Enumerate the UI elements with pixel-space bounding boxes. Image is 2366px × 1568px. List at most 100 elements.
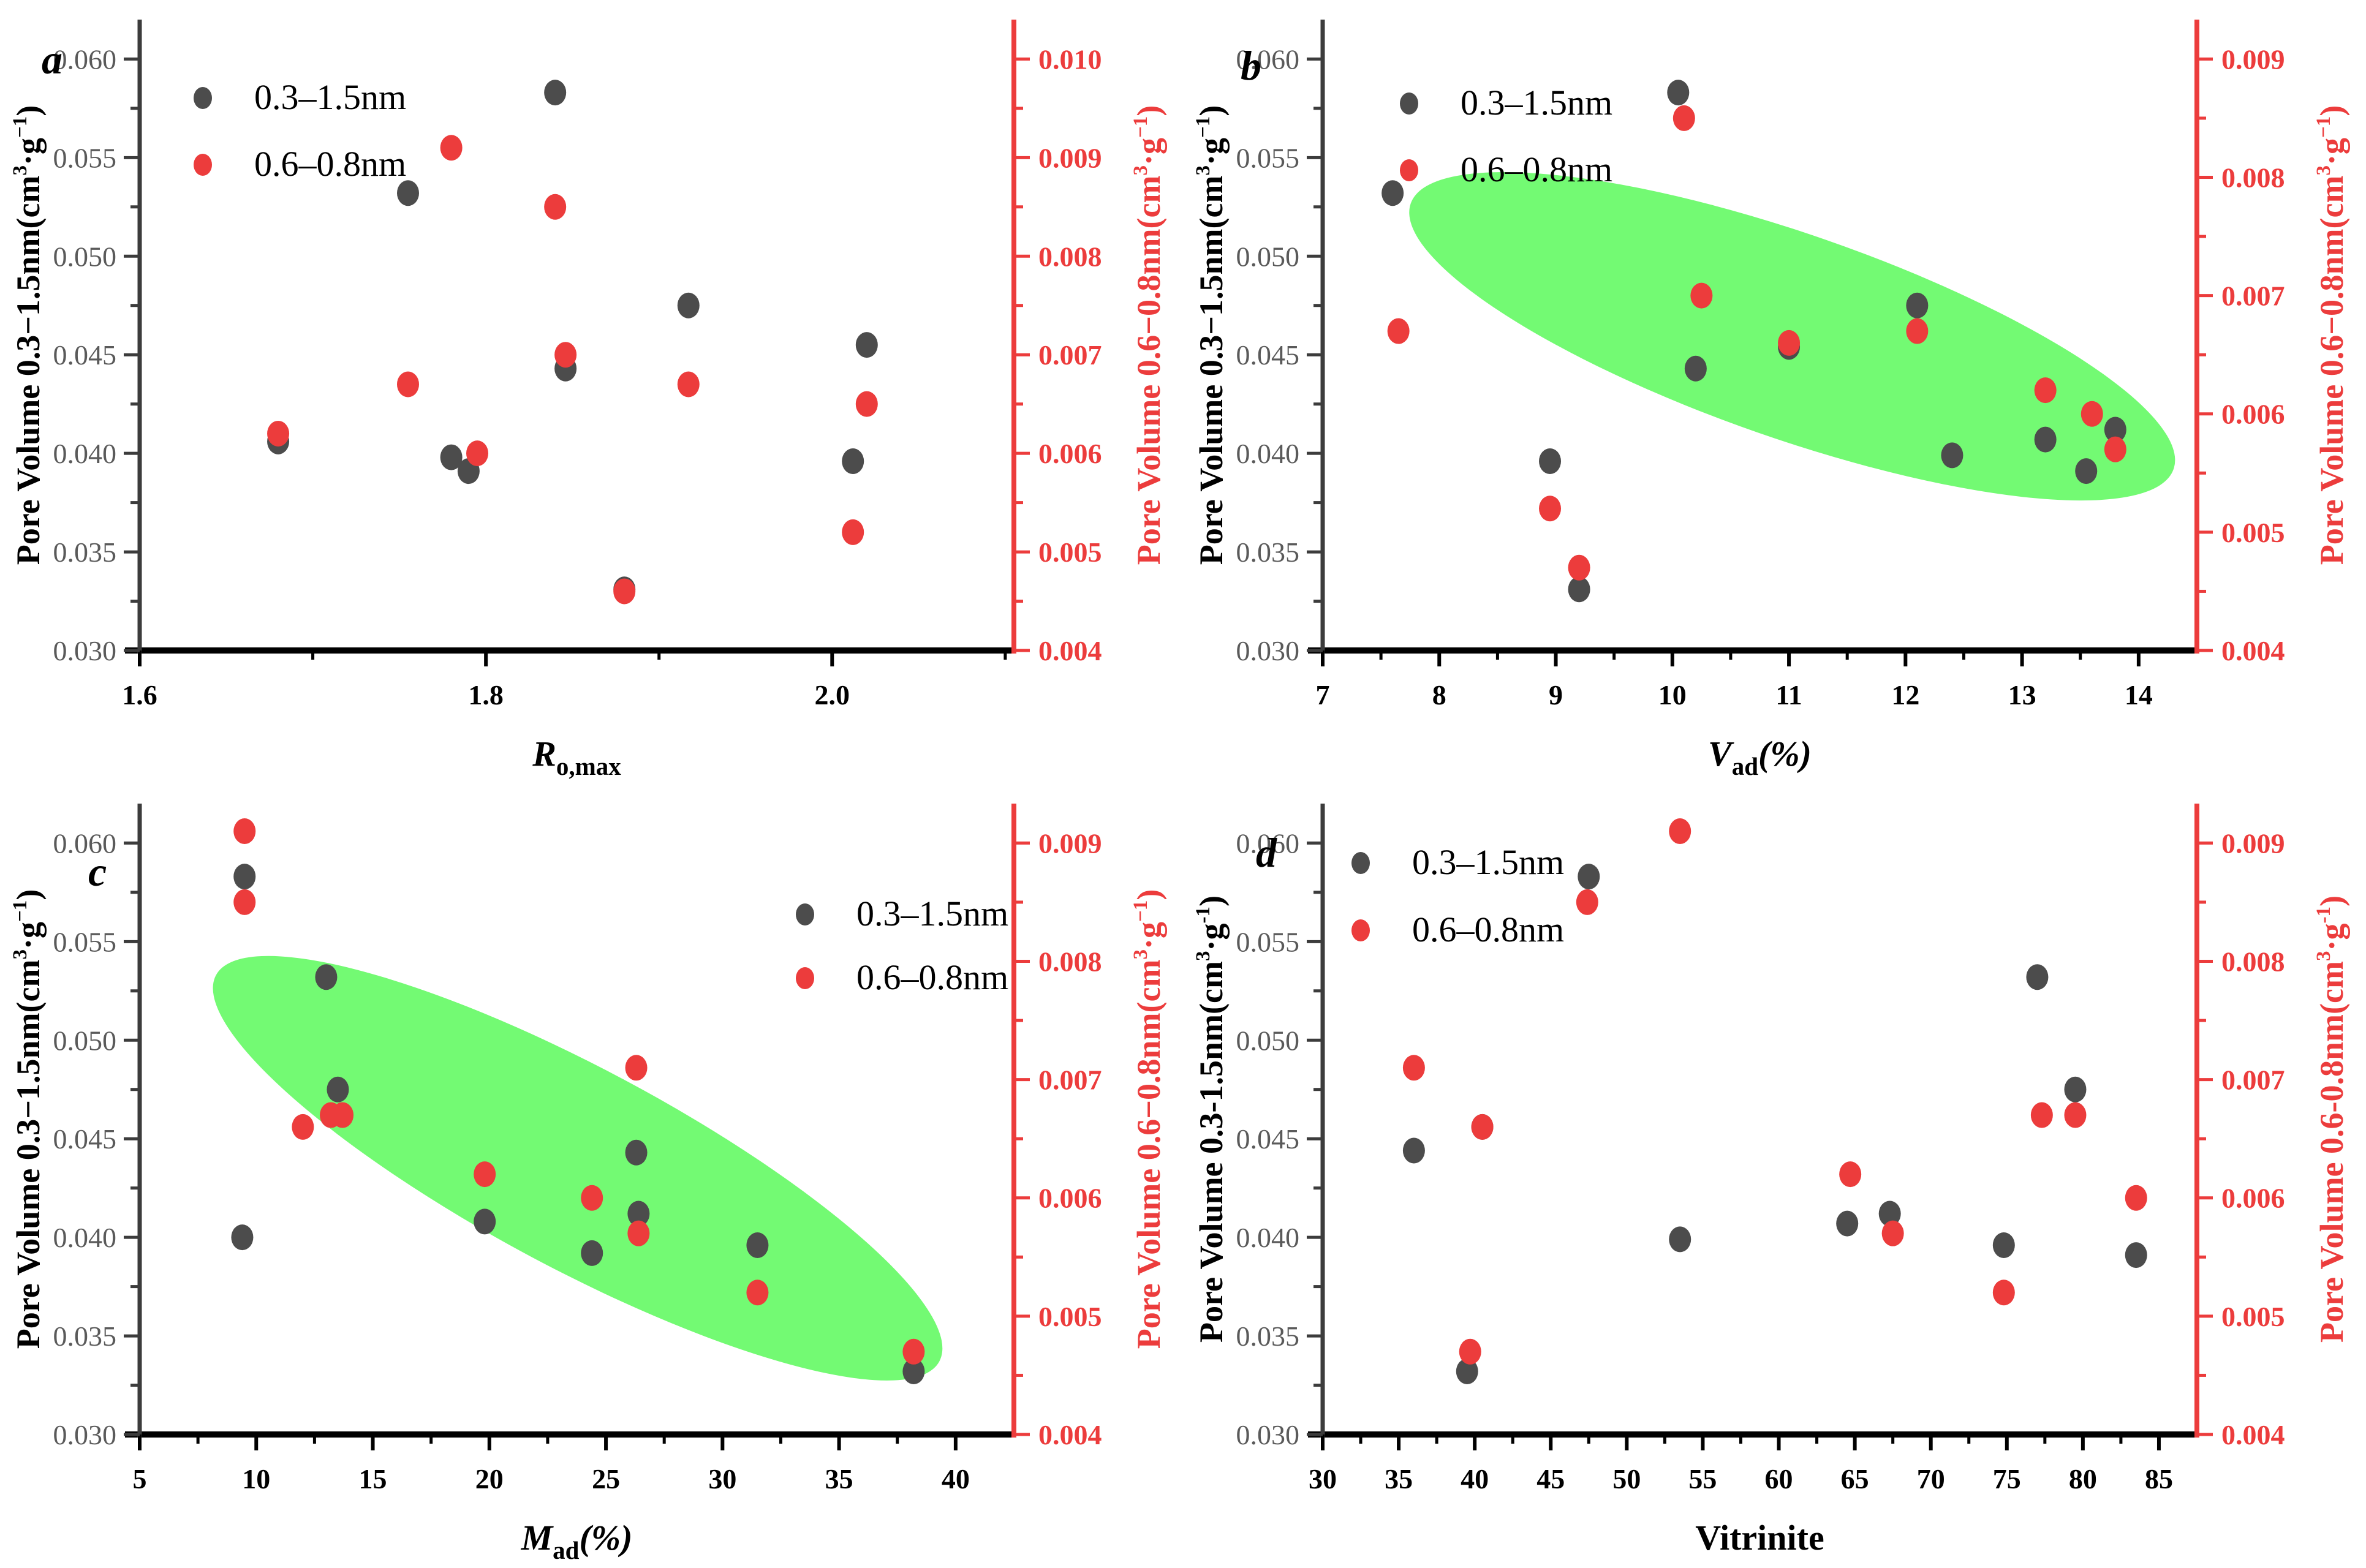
x-axis-label: Ro,max	[532, 734, 621, 780]
y-left-tick-label: 0.035	[1236, 537, 1300, 568]
x-tick-label: 35	[1385, 1463, 1413, 1494]
panel-d: 30 35 40 45 50 55 60 65 70 75 80 85 0.030 0.035 0.040 0…	[1192, 804, 2350, 1558]
x-tick-label: 80	[2069, 1463, 2097, 1494]
y-right-tick-label: 0.007	[1038, 1065, 1102, 1096]
y-left-tick-label: 0.055	[53, 926, 117, 957]
label-part: 3	[9, 165, 31, 176]
y-left-tick-label: 0.030	[53, 635, 117, 666]
label-part: ·g	[10, 922, 47, 949]
y-left-tick-label: 0.060	[1236, 827, 1300, 859]
scatter-point-red	[842, 519, 864, 545]
y-left-axis-label: Pore Volume 0.3−1.5nm(cm3·g−1)	[9, 889, 47, 1349]
scatter-point-black	[2125, 1242, 2147, 1268]
y-right-tick-label: 0.008	[2221, 162, 2285, 193]
legend-label-red: 0.6–0.8nm	[856, 957, 1008, 997]
y-right-tick-label: 0.004	[2221, 1419, 2285, 1450]
scatter-point-red	[233, 818, 256, 845]
legend: 0.3–1.5nm 0.6–0.8nm	[194, 77, 406, 184]
legend-marker-black	[194, 87, 212, 109]
trend-ellipse	[213, 956, 943, 1381]
scatter-point-black	[902, 1359, 925, 1384]
series-red	[267, 135, 878, 605]
legend-label-red: 0.6–0.8nm	[254, 144, 406, 184]
scatter-point-black	[1992, 1232, 2015, 1258]
label-part: )	[1193, 105, 1230, 116]
label-part: Vitrinite	[1695, 1518, 1824, 1558]
label-part: Pore Volume 0.3−1.5nm(cm	[10, 176, 47, 565]
y-left-tick-label: 0.050	[53, 1025, 117, 1056]
scatter-point-red	[625, 1055, 648, 1081]
x-tick-label: 1.6	[122, 679, 157, 710]
label-part: Pore Volume 0.6−0.8nm(cm	[2313, 176, 2350, 565]
label-part: 3	[1130, 949, 1152, 960]
x-tick-label: 40	[942, 1463, 970, 1494]
label-part: ad	[1732, 752, 1759, 780]
scatter-point-black	[1381, 180, 1404, 206]
scatter-point-red	[267, 420, 290, 447]
label-part: -1	[1192, 907, 1214, 924]
scatter-point-red	[1669, 818, 1691, 845]
scatter-point-red	[544, 194, 567, 220]
scatter-point-black	[581, 1240, 603, 1266]
scatter-point-black	[1568, 576, 1590, 603]
legend: 0.3–1.5nm 0.6–0.8nm	[1351, 842, 1564, 949]
label-part: Pore Volume 0.3−1.5nm(cm	[10, 960, 47, 1349]
y-left-tick-label: 0.030	[1236, 635, 1300, 666]
scatter-point-red	[613, 578, 636, 605]
label-part: −1	[1130, 900, 1152, 922]
y-right-tick-label: 0.008	[1038, 241, 1102, 272]
y-right-axis-label: Pore Volume 0.6−0.8nm(cm3·g−1)	[1130, 105, 1167, 565]
y-left-tick-label: 0.040	[53, 438, 117, 469]
x-tick-label: 40	[1461, 1463, 1489, 1494]
x-tick-label: 55	[1688, 1463, 1717, 1494]
scatter-point-black	[2026, 964, 2049, 990]
y-left-axis-label: Pore Volume 0.3−1.5nm(cm3·g−1)	[9, 105, 47, 565]
scatter-point-red	[396, 371, 419, 398]
x-axis-label: Vad(%)	[1708, 734, 1812, 780]
scatter-point-black	[1669, 1226, 1691, 1253]
legend: 0.3–1.5nm 0.6–0.8nm	[1400, 83, 1612, 189]
label-part: −1	[9, 900, 31, 922]
scatter-point-red	[1881, 1220, 1904, 1246]
label-part: ·g	[1193, 138, 1230, 165]
y-left-axis-label: Pore Volume 0.3-1.5nm(cm3·g-1)	[1192, 895, 1230, 1343]
y-right-tick-label: 0.008	[2221, 946, 2285, 977]
y-right-tick-label: 0.007	[2221, 1065, 2285, 1096]
label-part: Pore Volume 0.3-1.5nm(cm	[1193, 961, 1230, 1343]
y-right-axis-label: Pore Volume 0.6−0.8nm(cm3·g−1)	[2313, 105, 2350, 565]
panel-letter: d	[1256, 829, 1277, 876]
scatter-point-red	[2064, 1102, 2087, 1128]
panel-letter: b	[1241, 42, 1261, 89]
scatter-point-red	[581, 1185, 603, 1211]
y-right-tick-label: 0.004	[1038, 1419, 1102, 1450]
x-tick-label: 30	[1309, 1463, 1337, 1494]
label-part: ·g	[2313, 924, 2350, 951]
x-tick-label: 15	[359, 1463, 387, 1494]
scatter-point-red	[440, 135, 463, 161]
x-tick-label: 13	[2008, 679, 2036, 710]
x-tick-label: 14	[2125, 679, 2153, 710]
label-part: 3	[2313, 951, 2335, 962]
scatter-point-black	[1667, 80, 1690, 106]
scatter-point-black	[474, 1208, 496, 1235]
scatter-point-red	[466, 440, 489, 467]
y-left-tick-label: 0.030	[1236, 1419, 1300, 1450]
legend-marker-black	[1400, 92, 1418, 115]
y-right-tick-label: 0.006	[2221, 1183, 2285, 1214]
series-black	[231, 864, 925, 1384]
scatter-point-red	[331, 1102, 354, 1128]
x-tick-label: 45	[1536, 1463, 1565, 1494]
scatter-point-red	[1402, 1055, 1425, 1081]
y-left-tick-label: 0.040	[53, 1222, 117, 1253]
series-red	[1387, 105, 2126, 581]
label-part: R	[532, 734, 556, 774]
scatter-point-red	[1992, 1280, 2015, 1306]
scatter-point-black	[1941, 442, 1963, 469]
x-tick-label: 65	[1841, 1463, 1869, 1494]
y-right-tick-label: 0.004	[2221, 635, 2285, 666]
y-left-tick-label: 0.050	[1236, 1025, 1300, 1056]
legend-marker-red	[1351, 919, 1370, 941]
scatter-point-red	[627, 1220, 650, 1246]
x-tick-label: 10	[242, 1463, 270, 1494]
